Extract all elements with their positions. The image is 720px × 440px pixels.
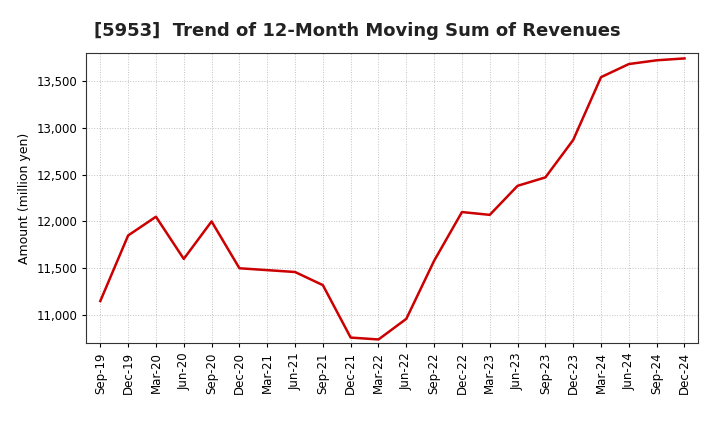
Text: [5953]  Trend of 12-Month Moving Sum of Revenues: [5953] Trend of 12-Month Moving Sum of R… bbox=[94, 22, 620, 40]
Y-axis label: Amount (million yen): Amount (million yen) bbox=[18, 132, 31, 264]
